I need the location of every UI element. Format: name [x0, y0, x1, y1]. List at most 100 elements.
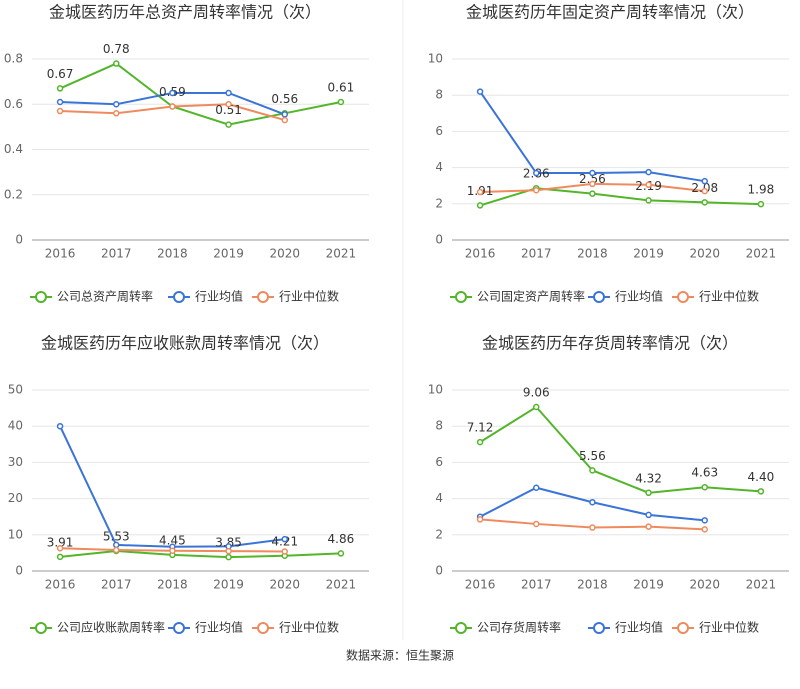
data-point — [589, 190, 596, 197]
data-label: 0.51 — [215, 103, 242, 117]
x-tick-label: 2020 — [689, 578, 720, 592]
x-tick-label: 2018 — [577, 247, 608, 261]
legend-label: 行业均值 — [615, 620, 663, 635]
chart-title: 金城医药历年固定资产周转率情况（次） — [466, 3, 754, 22]
data-point — [533, 484, 540, 491]
data-point — [476, 438, 484, 446]
data-point — [757, 200, 765, 208]
data-point — [113, 541, 120, 549]
data-point — [476, 88, 484, 95]
data-point — [645, 168, 652, 176]
legend-marker — [677, 291, 689, 303]
data-point — [533, 186, 540, 194]
legend-label: 行业中位数 — [699, 289, 759, 304]
data-point — [169, 103, 176, 110]
legend-marker — [593, 291, 605, 303]
x-tick-label: 2019 — [213, 247, 244, 261]
y-tick-label: 6 — [435, 124, 443, 138]
data-label: 3.91 — [47, 535, 74, 549]
data-point — [337, 98, 345, 106]
legend-marker — [455, 291, 467, 303]
legend-marker — [257, 291, 269, 303]
chart-title: 金城医药历年存货周转率情况（次） — [482, 334, 738, 353]
x-tick-label: 2017 — [521, 247, 552, 261]
series-line — [59, 425, 285, 548]
data-point — [113, 101, 120, 108]
y-tick-label: 0 — [435, 564, 443, 578]
legend-label: 行业均值 — [195, 289, 243, 304]
data-point — [589, 467, 596, 474]
x-tick-label: 2019 — [633, 578, 664, 592]
data-point — [701, 187, 708, 195]
data-point — [281, 111, 288, 118]
y-tick-label: 2 — [435, 196, 443, 210]
data-point — [701, 199, 708, 206]
y-tick-label: 8 — [435, 88, 443, 102]
data-point — [281, 535, 288, 543]
legend-marker — [257, 622, 269, 634]
legend-label: 公司应收账款周转率 — [57, 620, 165, 635]
y-tick-label: 8 — [435, 419, 443, 433]
data-label: 2.56 — [579, 172, 606, 186]
x-tick-label: 2016 — [465, 247, 496, 261]
x-tick-label: 2016 — [45, 578, 76, 592]
data-point — [589, 169, 596, 177]
data-point — [56, 85, 64, 92]
y-tick-label: 2 — [435, 527, 443, 541]
y-tick-label: 20 — [8, 491, 23, 505]
source-note: 数据来源：恒生聚源 — [346, 648, 454, 663]
data-label: 0.61 — [328, 80, 355, 94]
legend-marker — [173, 291, 185, 303]
x-tick-label: 2019 — [213, 578, 244, 592]
y-tick-label: 0 — [15, 564, 23, 578]
x-tick-label: 2017 — [101, 578, 132, 592]
data-label: 4.32 — [635, 471, 662, 485]
data-point — [225, 89, 232, 97]
data-point — [281, 548, 288, 555]
data-point — [645, 489, 652, 497]
y-tick-label: 4 — [435, 160, 443, 174]
x-tick-label: 2016 — [465, 578, 496, 592]
y-tick-label: 40 — [8, 419, 23, 433]
data-label: 0.78 — [103, 42, 130, 56]
chart-title: 金城医药历年应收账款周转率情况（次） — [41, 334, 329, 353]
data-label: 3.85 — [215, 536, 242, 550]
legend-label: 行业中位数 — [699, 620, 759, 635]
x-tick-label: 2018 — [157, 578, 188, 592]
data-point — [281, 116, 288, 124]
data-point — [56, 422, 64, 430]
y-tick-label: 0 — [15, 233, 23, 247]
data-label: 9.06 — [523, 386, 550, 400]
y-tick-label: 6 — [435, 455, 443, 469]
legend-marker — [35, 291, 47, 303]
data-point — [701, 483, 708, 491]
data-point — [476, 188, 484, 196]
data-point — [56, 107, 64, 115]
y-tick-label: 10 — [428, 52, 443, 66]
x-tick-label: 2021 — [326, 578, 357, 592]
y-tick-label: 0.2 — [4, 187, 23, 201]
x-tick-label: 2016 — [45, 247, 76, 261]
data-label: 7.12 — [467, 421, 494, 435]
data-point — [169, 89, 176, 97]
legend-label: 行业中位数 — [279, 620, 339, 635]
legend-marker — [455, 622, 467, 634]
data-point — [225, 101, 232, 108]
data-label: 5.53 — [103, 529, 130, 543]
legend-marker — [35, 622, 47, 634]
data-point — [337, 550, 345, 557]
data-point — [476, 516, 484, 523]
x-tick-label: 2021 — [326, 247, 357, 261]
x-tick-label: 2021 — [746, 247, 777, 261]
y-tick-label: 10 — [428, 383, 443, 397]
series-line — [59, 549, 341, 559]
data-point — [757, 488, 765, 495]
data-label: 4.40 — [748, 470, 775, 484]
legend-marker — [593, 622, 605, 634]
y-tick-label: 30 — [8, 455, 23, 469]
data-point — [225, 547, 232, 555]
y-tick-label: 10 — [8, 527, 23, 541]
legend-label: 行业均值 — [615, 289, 663, 304]
data-point — [169, 547, 176, 554]
data-label: 4.45 — [159, 533, 186, 547]
